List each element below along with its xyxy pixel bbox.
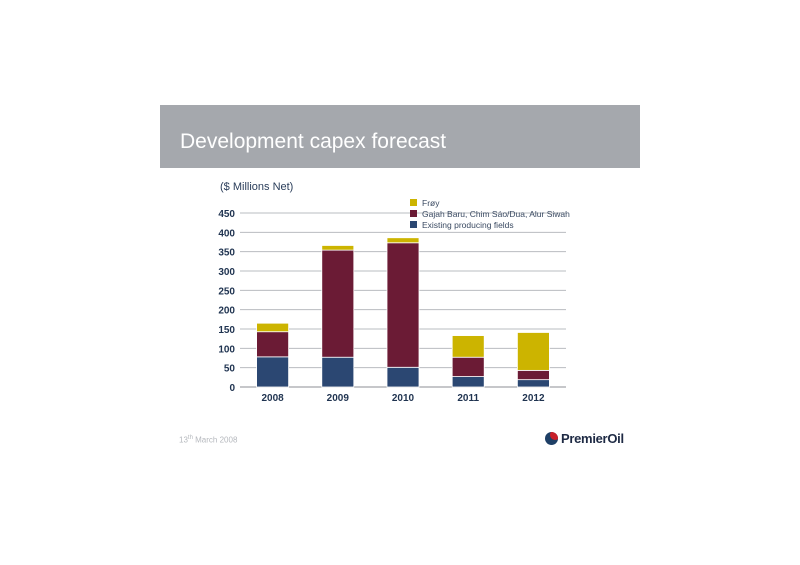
y-tick-label: 0 <box>229 383 235 394</box>
legend-swatch <box>410 210 417 217</box>
bar-segment <box>517 369 550 381</box>
bar-segment <box>321 356 355 388</box>
legend-swatch <box>410 199 417 206</box>
bar-segment <box>256 356 290 388</box>
y-tick-label: 200 <box>218 306 235 317</box>
legend-label: Gajah Baru, Chim Sáo/Dua, Alur Siwah <box>422 209 570 219</box>
company-logo: PremierOil <box>545 430 624 446</box>
bar-segment <box>517 379 550 388</box>
x-tick-label: 2008 <box>261 393 284 404</box>
bar-segment <box>386 242 420 368</box>
y-tick-label: 400 <box>218 228 235 239</box>
legend-swatch <box>410 221 417 228</box>
bar-segment <box>386 366 420 388</box>
footer-date: 13th March 2008 <box>179 435 238 445</box>
bar-segment <box>451 356 485 377</box>
bar-segment <box>517 332 550 371</box>
y-axis-label: ($ Millions Net) <box>220 181 293 193</box>
bar-segment <box>451 376 485 388</box>
x-tick-label: 2012 <box>522 393 545 404</box>
y-tick-label: 300 <box>218 267 235 278</box>
x-tick-label: 2011 <box>457 393 479 404</box>
x-tick-label: 2010 <box>392 393 415 404</box>
bar-segment <box>321 249 355 358</box>
y-tick-labels: 0 50 100 150 200 250 300 350 400 450 <box>218 209 235 394</box>
bar-segment <box>451 335 485 358</box>
x-tick-label: 2009 <box>327 393 350 404</box>
legend-label: Existing producing fields <box>422 220 514 230</box>
y-tick-label: 250 <box>218 286 235 297</box>
logo-mark-icon <box>545 431 558 445</box>
bars <box>256 237 550 388</box>
y-tick-label: 150 <box>218 325 235 336</box>
bar-segment <box>256 331 290 358</box>
legend-label: Frøy <box>422 198 440 208</box>
slide-title: Development capex forecast <box>180 130 447 153</box>
bar-segment <box>256 322 290 333</box>
y-tick-label: 50 <box>224 364 236 375</box>
y-tick-label: 100 <box>218 344 235 355</box>
bar-segment <box>386 237 420 244</box>
bar-segment <box>321 245 355 251</box>
x-tick-labels: 2008 2009 2010 2011 2012 <box>261 393 544 404</box>
logo-text: PremierOil <box>561 430 624 446</box>
y-tick-label: 350 <box>218 248 235 259</box>
y-tick-label: 450 <box>218 209 235 220</box>
title-bar: Development capex forecast <box>160 105 640 168</box>
